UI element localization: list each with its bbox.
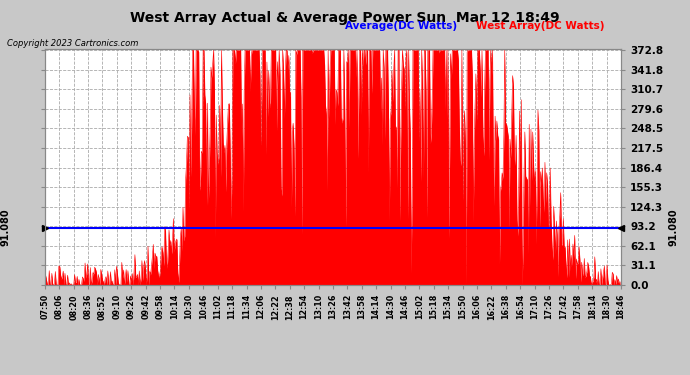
- Text: West Array(DC Watts): West Array(DC Watts): [476, 21, 604, 31]
- Text: 91.080: 91.080: [669, 209, 679, 246]
- Text: Average(DC Watts): Average(DC Watts): [345, 21, 457, 31]
- Text: West Array Actual & Average Power Sun  Mar 12 18:49: West Array Actual & Average Power Sun Ma…: [130, 11, 560, 25]
- Text: 91.080: 91.080: [1, 209, 11, 246]
- Text: Copyright 2023 Cartronics.com: Copyright 2023 Cartronics.com: [7, 39, 138, 48]
